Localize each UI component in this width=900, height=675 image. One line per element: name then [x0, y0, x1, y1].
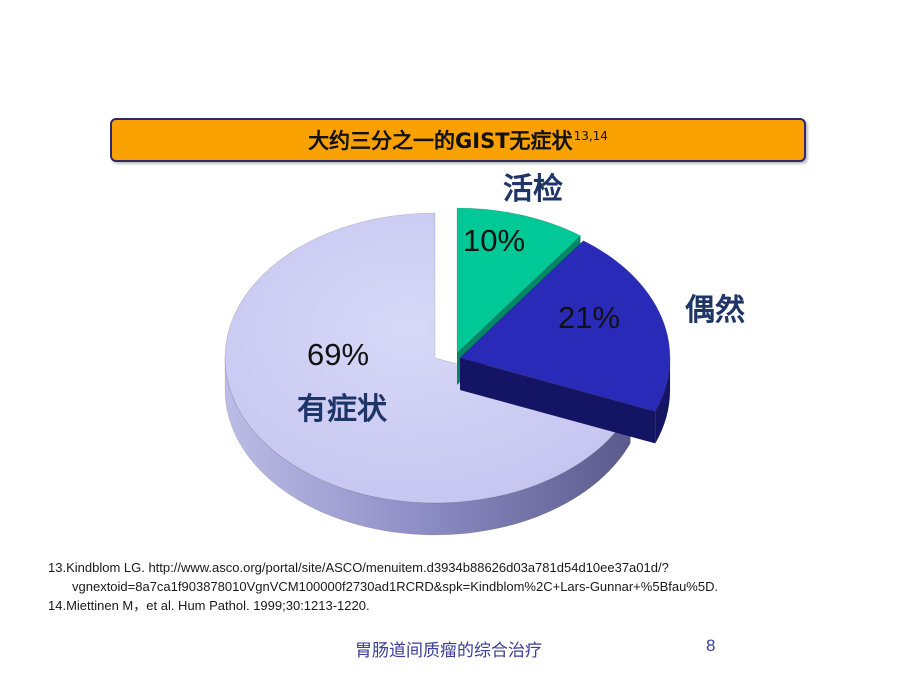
reference-14: 14.Miettinen M，et al. Hum Pathol. 1999;3… — [48, 598, 370, 613]
title-banner: 大约三分之一的GIST无症状13,14 — [110, 118, 806, 162]
references: 13.Kindblom LG. http://www.asco.org/port… — [48, 558, 888, 615]
pct-symptomatic: 69% — [307, 337, 369, 372]
pct-incidental: 21% — [558, 300, 620, 335]
footer-title: 胃肠道间质瘤的综合治疗 — [355, 641, 542, 660]
pct-biopsy: 10% — [463, 223, 525, 258]
pie-slices — [224, 207, 671, 536]
page-number: 8 — [706, 636, 716, 655]
label-biopsy: 活检 — [503, 172, 563, 207]
title-superscript: 13,14 — [573, 129, 608, 143]
label-symptomatic: 有症状 — [297, 392, 388, 427]
reference-13-cont: vgnextoid=8a7ca1f903878010VgnVCM100000f2… — [72, 579, 719, 594]
label-incidental: 偶然 — [685, 293, 745, 328]
chart-title: 大约三分之一的GIST无症状13,14 — [308, 129, 608, 153]
reference-13: 13.Kindblom LG. http://www.asco.org/port… — [48, 560, 669, 575]
slice-incidental — [459, 240, 671, 445]
pie-labels: 活检 10% 偶然 21% 69% 有症状 — [297, 172, 745, 427]
